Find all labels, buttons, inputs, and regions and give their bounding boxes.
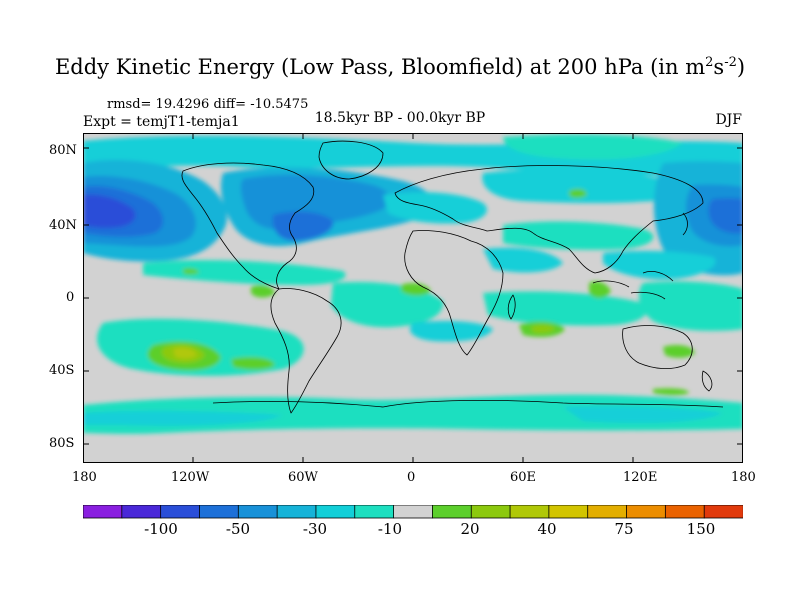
lat-tick-40n: 40N (49, 218, 77, 233)
lon-tick-60e: 60E (510, 470, 537, 485)
colorbar-cell (432, 505, 472, 519)
colorbar-label-neg30: -30 (302, 520, 328, 538)
colorbar-cell (315, 505, 356, 519)
season-label: DJF (715, 112, 742, 128)
colorbar-cell (548, 505, 589, 519)
stats-label: rmsd= 19.4296 diff= -10.5475 (107, 97, 309, 112)
colorbar-label-neg100: -100 (144, 520, 178, 538)
lon-tick-180e: 180 (731, 470, 756, 485)
colorbar-cell (121, 505, 162, 519)
colorbar-label-40: 40 (537, 520, 557, 538)
colorbar-cell (664, 505, 705, 519)
colorbar-cell (237, 505, 278, 519)
colorbar-label-20: 20 (460, 520, 480, 538)
colorbar (83, 505, 743, 519)
colorbar-cell (276, 505, 317, 519)
colorbar-label-150: 150 (686, 520, 716, 538)
plot-title: Eddy Kinetic Energy (Low Pass, Bloomfiel… (54, 55, 746, 79)
lat-tick-eq: 0 (66, 290, 75, 305)
lon-tick-180w: 180 (72, 470, 97, 485)
colorbar-cell (160, 505, 201, 519)
colorbar-cell (83, 505, 123, 519)
coastlines (181, 140, 724, 414)
field-contours (83, 134, 743, 434)
colorbar-label-neg10: -10 (377, 520, 403, 538)
lon-tick-60w: 60W (288, 470, 318, 485)
colorbar-cell (587, 505, 628, 519)
colorbar-cell (354, 505, 395, 519)
period-label: 18.5kyr BP - 00.0kyr BP (314, 110, 486, 126)
lat-tick-80n: 80N (49, 143, 77, 158)
colorbar-cell (470, 505, 511, 519)
colorbar-label-75: 75 (614, 520, 634, 538)
colorbar-cell (509, 505, 550, 519)
colorbar-cell (703, 505, 743, 519)
map-ticks (83, 133, 743, 463)
lon-tick-120w: 120W (171, 470, 210, 485)
colorbar-cell (626, 505, 667, 519)
lon-tick-0: 0 (407, 470, 416, 485)
colorbar-label-neg50: -50 (225, 520, 251, 538)
map-panel (83, 133, 743, 463)
experiment-label: Expt = temjT1-temja1 (83, 114, 240, 130)
colorbar-cell (393, 505, 434, 519)
colorbar-cell (199, 505, 239, 519)
lon-tick-120e: 120E (623, 470, 658, 485)
lat-tick-80s: 80S (49, 436, 75, 451)
lat-tick-40s: 40S (49, 363, 75, 378)
